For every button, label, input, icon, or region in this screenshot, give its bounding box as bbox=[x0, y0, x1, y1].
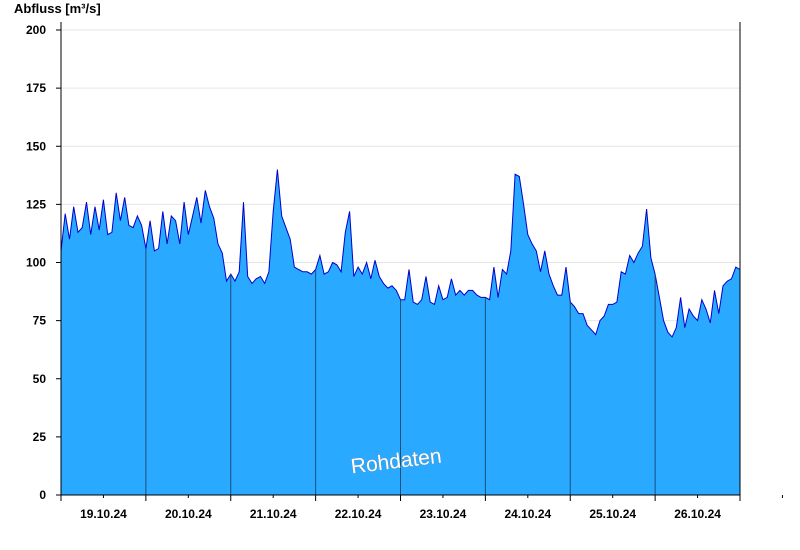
rohdaten-watermark: Rohdaten bbox=[350, 445, 443, 479]
x-tick-label: 19.10.24 bbox=[80, 507, 127, 521]
y-ticks: 0 25 50 75 100 125 150 175 200 bbox=[26, 23, 61, 502]
y-tick-label: 0 bbox=[39, 488, 46, 502]
y-tick-label: 175 bbox=[26, 81, 46, 95]
x-tick-label: 24.10.24 bbox=[504, 507, 551, 521]
y-tick-label: 75 bbox=[33, 314, 47, 328]
x-tick-label: 21.10.24 bbox=[250, 507, 297, 521]
x-ticks: 19.10.24 20.10.24 21.10.24 22.10.24 23.10.24… bbox=[60, 495, 783, 521]
y-tick-label: 50 bbox=[33, 372, 47, 386]
y-tick-label: 200 bbox=[26, 23, 46, 37]
y-tick-label: 125 bbox=[26, 197, 46, 211]
x-tick-label: 26.10.24 bbox=[674, 507, 721, 521]
y-axis-label: Abfluss [m³/s] bbox=[14, 1, 101, 16]
x-tick-label: 22.10.24 bbox=[335, 507, 382, 521]
y-tick-label: 25 bbox=[33, 430, 47, 444]
x-tick-label: 20.10.24 bbox=[165, 507, 212, 521]
day-separators bbox=[145, 248, 656, 495]
y-tick-label: 150 bbox=[26, 139, 46, 153]
x-tick-label: 23.10.24 bbox=[420, 507, 467, 521]
y-tick-label: 100 bbox=[26, 256, 46, 270]
x-tick-label: 25.10.24 bbox=[589, 507, 636, 521]
